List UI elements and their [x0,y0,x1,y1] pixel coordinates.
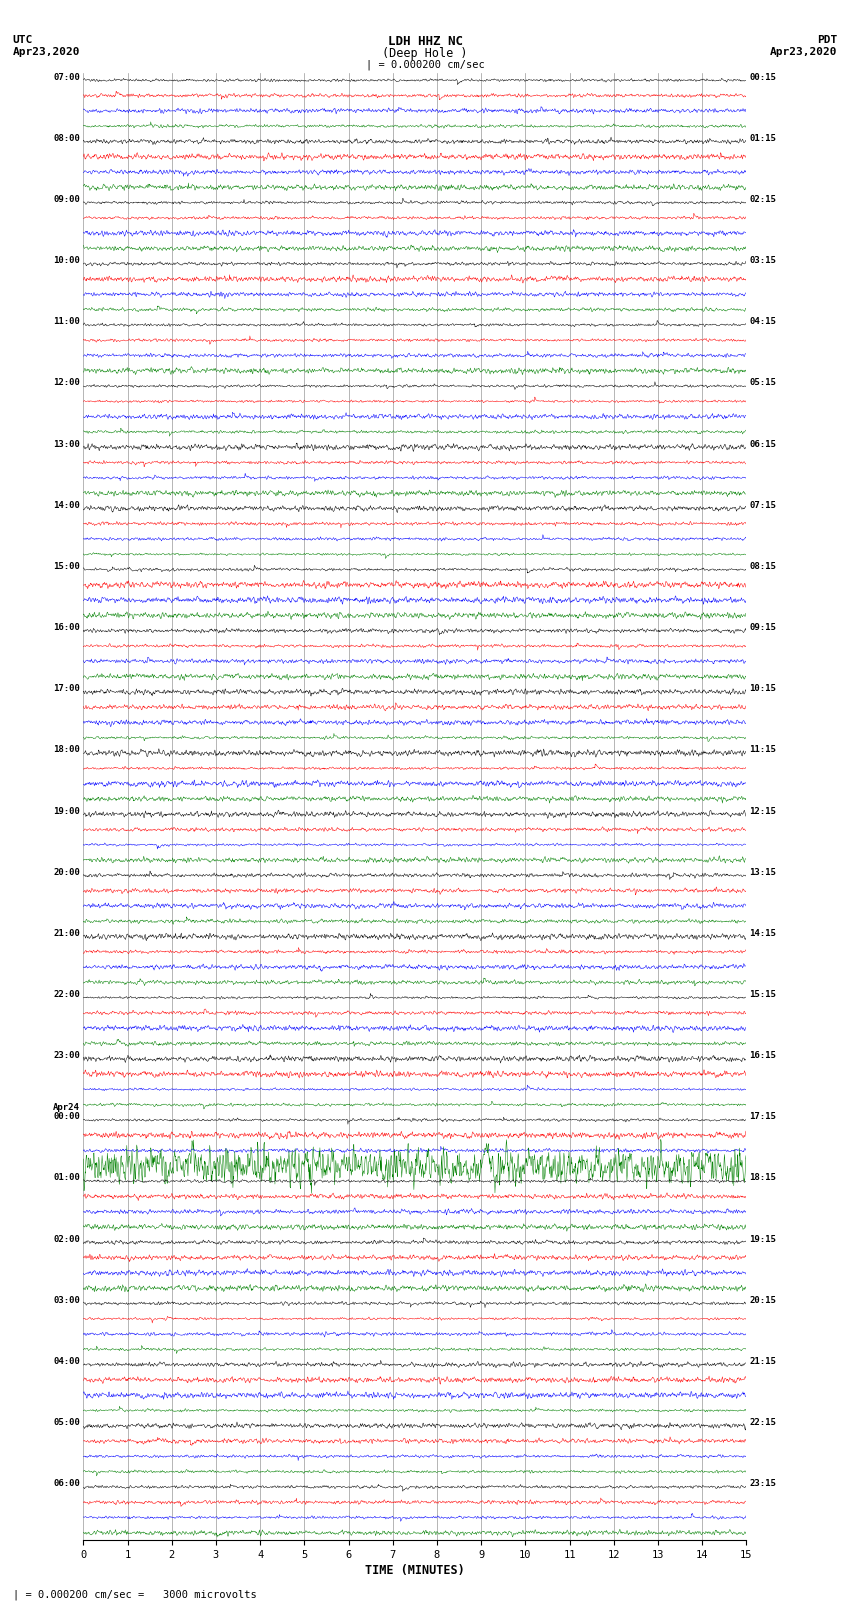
Text: Apr23,2020: Apr23,2020 [770,47,837,58]
Text: 04:15: 04:15 [750,318,777,326]
Text: 20:15: 20:15 [750,1295,777,1305]
Text: | = 0.000200 cm/sec =   3000 microvolts: | = 0.000200 cm/sec = 3000 microvolts [13,1589,257,1600]
Text: Apr24: Apr24 [53,1103,80,1113]
Text: 10:15: 10:15 [750,684,777,694]
Text: 13:00: 13:00 [53,440,80,448]
Text: Apr23,2020: Apr23,2020 [13,47,80,58]
X-axis label: TIME (MINUTES): TIME (MINUTES) [365,1565,465,1578]
Text: UTC: UTC [13,35,33,45]
Text: | = 0.000200 cm/sec: | = 0.000200 cm/sec [366,60,484,71]
Text: 18:15: 18:15 [750,1174,777,1182]
Text: 01:00: 01:00 [53,1174,80,1182]
Text: 09:00: 09:00 [53,195,80,203]
Text: 18:00: 18:00 [53,745,80,755]
Text: 19:00: 19:00 [53,806,80,816]
Text: 00:15: 00:15 [750,73,777,82]
Text: 15:15: 15:15 [750,990,777,998]
Text: 16:15: 16:15 [750,1052,777,1060]
Text: 22:15: 22:15 [750,1418,777,1428]
Text: (Deep Hole ): (Deep Hole ) [382,47,468,60]
Text: 15:00: 15:00 [53,561,80,571]
Text: 13:15: 13:15 [750,868,777,876]
Text: 02:15: 02:15 [750,195,777,203]
Text: 11:15: 11:15 [750,745,777,755]
Text: 23:15: 23:15 [750,1479,777,1489]
Text: 03:00: 03:00 [53,1295,80,1305]
Text: 19:15: 19:15 [750,1234,777,1244]
Text: 14:15: 14:15 [750,929,777,937]
Text: 07:15: 07:15 [750,500,777,510]
Text: LDH HHZ NC: LDH HHZ NC [388,34,462,47]
Text: 22:00: 22:00 [53,990,80,998]
Text: 11:00: 11:00 [53,318,80,326]
Text: 21:15: 21:15 [750,1357,777,1366]
Text: 23:00: 23:00 [53,1052,80,1060]
Text: 07:00: 07:00 [53,73,80,82]
Text: 17:15: 17:15 [750,1113,777,1121]
Text: 08:00: 08:00 [53,134,80,142]
Text: 03:15: 03:15 [750,256,777,265]
Text: 17:00: 17:00 [53,684,80,694]
Text: PDT: PDT [817,35,837,45]
Text: 20:00: 20:00 [53,868,80,876]
Text: 12:00: 12:00 [53,379,80,387]
Text: 06:15: 06:15 [750,440,777,448]
Text: 16:00: 16:00 [53,623,80,632]
Text: 09:15: 09:15 [750,623,777,632]
Text: 02:00: 02:00 [53,1234,80,1244]
Text: 14:00: 14:00 [53,500,80,510]
Text: 21:00: 21:00 [53,929,80,937]
Text: 10:00: 10:00 [53,256,80,265]
Text: 05:15: 05:15 [750,379,777,387]
Text: 06:00: 06:00 [53,1479,80,1489]
Text: 12:15: 12:15 [750,806,777,816]
Text: 04:00: 04:00 [53,1357,80,1366]
Text: 08:15: 08:15 [750,561,777,571]
Text: 05:00: 05:00 [53,1418,80,1428]
Text: 01:15: 01:15 [750,134,777,142]
Text: 00:00: 00:00 [53,1113,80,1121]
